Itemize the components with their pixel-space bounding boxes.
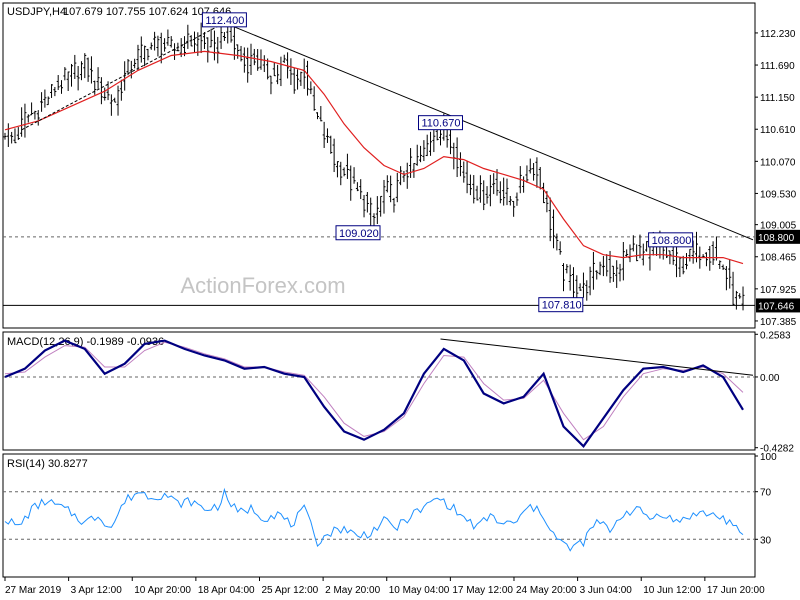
rsi-axis-tick-label: 30 <box>760 535 772 546</box>
price-annotation-label: 112.400 <box>205 15 244 27</box>
level-label-text: 107.646 <box>758 301 795 312</box>
price-annotation-box <box>418 115 464 131</box>
price-annotation-box <box>335 225 381 241</box>
x-tick-label: 10 Jun 12:00 <box>643 585 701 596</box>
price-annotation-label: 109.020 <box>339 228 379 240</box>
sma-line <box>4 50 744 265</box>
price-axis-tick-label: 110.610 <box>760 125 796 136</box>
price-axis-tick-label: 111.150 <box>760 93 795 104</box>
rsi-panel: RSI(14) 30.8277 100 70 30 <box>2 452 777 578</box>
x-tick-label: 17 May 12:00 <box>452 585 513 596</box>
price-annotation: 107.810 <box>538 297 584 313</box>
macd-line <box>4 339 744 448</box>
resistance-trendline <box>224 22 754 241</box>
macd-axis-tick-label: 0.2583 <box>760 330 791 341</box>
support-trendline <box>21 22 225 131</box>
price-annotation-box <box>538 297 584 313</box>
price-axis-tick-label: 111.690 <box>760 61 795 72</box>
level-label-text: 108.800 <box>758 233 795 244</box>
price-axis-tick-label: 107.385 <box>760 317 797 328</box>
price-annotation: 109.020 <box>335 225 381 241</box>
x-tick-label: 18 Apr 04:00 <box>198 585 255 596</box>
price-axis-tick-label: 109.005 <box>760 221 797 232</box>
rsi-panel-frame <box>2 453 756 578</box>
macd-panel: MACD(12,26,9) -0.1989 -0.0936 0.2583 0.00… <box>2 330 794 455</box>
price-annotation-label: 107.810 <box>542 300 582 312</box>
rsi-axis-tick-label: 70 <box>760 488 772 499</box>
price-panel: USDJPY,H4 107.679 107.755 107.624 107.64… <box>2 2 800 329</box>
x-tick-label: 10 Apr 20:00 <box>134 585 191 596</box>
price-layer: 112.230 111.690 111.150 110.610 110.070 109.5… <box>3 12 800 328</box>
x-tick-label: 2 May 20:00 <box>325 585 380 596</box>
x-tick-label: 24 May 20:00 <box>516 585 577 596</box>
price-axis-tick-label: 112.230 <box>760 29 796 40</box>
header-ohlc: 107.679 107.755 107.624 107.646 <box>63 6 231 18</box>
price-annotation: 112.400 <box>201 12 247 28</box>
watermark: ActionForex.com <box>180 273 345 298</box>
price-axis-tick-label: 109.530 <box>760 189 797 200</box>
price-axis-tick-label: 107.925 <box>760 285 797 296</box>
x-tick-label: 27 Mar 2019 <box>5 585 62 596</box>
x-tick-label: 3 Jun 04:00 <box>580 585 633 596</box>
x-tick-label: 25 Apr 12:00 <box>261 585 318 596</box>
x-tick-label: 3 Apr 12:00 <box>71 585 123 596</box>
rsi-line <box>4 487 744 552</box>
macd-axis-tick-label: -0.4282 <box>760 444 794 455</box>
header-symbol: USDJPY,H4 <box>7 6 66 18</box>
level-label: 107.646 <box>756 298 800 313</box>
price-axis-tick-label: 110.070 <box>760 157 796 168</box>
rsi-title: RSI(14) 30.8277 <box>7 458 88 470</box>
x-tick-label: 17 Jun 20:00 <box>707 585 765 596</box>
rsi-layer: 100 70 30 <box>3 452 777 552</box>
price-annotation-label: 110.670 <box>422 118 461 130</box>
macd-title: MACD(12,26,9) -0.1989 -0.0936 <box>7 336 164 348</box>
macd-trendline <box>440 338 754 376</box>
price-annotation: 108.800 <box>648 232 694 248</box>
macd-axis-tick-label: 0.00 <box>760 373 780 384</box>
price-annotation-label: 108.800 <box>652 235 692 247</box>
price-panel-frame <box>2 2 756 329</box>
level-label: 108.800 <box>756 229 800 244</box>
macd-layer: 0.2583 0.00 -0.4282 <box>3 330 794 455</box>
level-label-box <box>756 229 800 244</box>
x-tick-label: 10 May 04:00 <box>389 585 450 596</box>
price-annotation: 110.670 <box>418 115 464 131</box>
x-axis: 27 Mar 2019 3 Apr 12:00 10 Apr 20:00 18 Apr… <box>4 577 765 596</box>
price-annotation-box <box>201 12 247 28</box>
macd-panel-frame <box>2 331 756 451</box>
rsi-axis-tick-label: 100 <box>760 452 777 463</box>
price-annotation-box <box>648 232 694 248</box>
level-label-box <box>756 298 800 313</box>
price-axis-tick-label: 108.465 <box>760 253 797 264</box>
